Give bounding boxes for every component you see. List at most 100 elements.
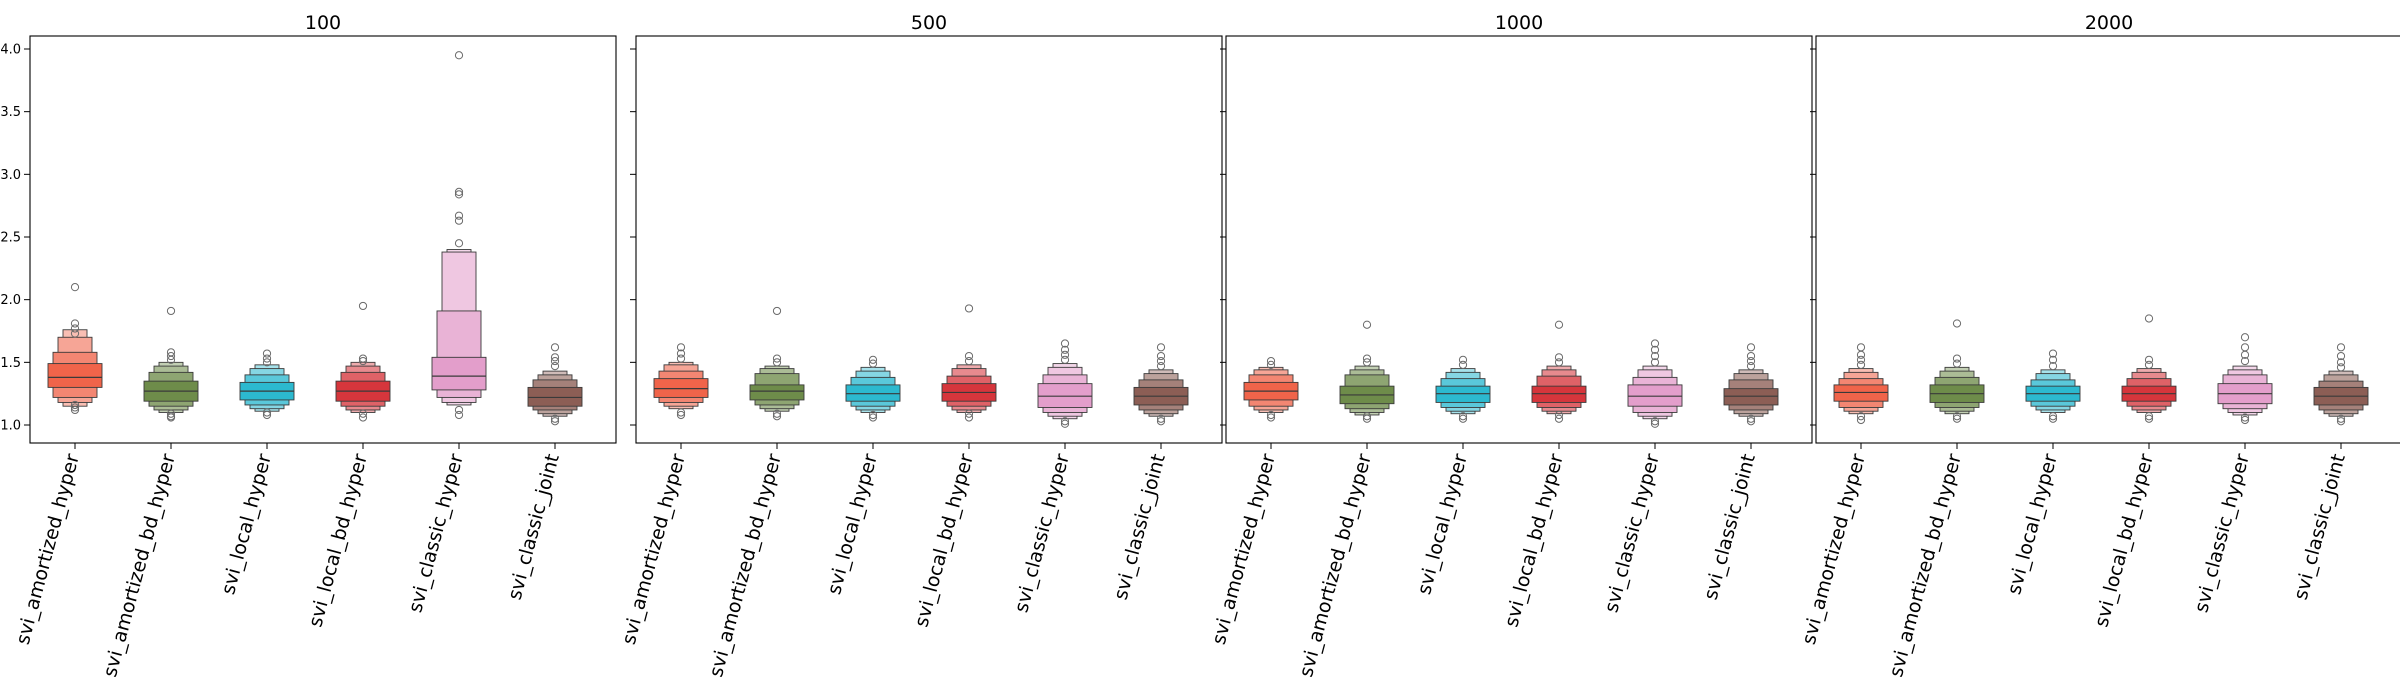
outlier-point <box>1952 354 1962 363</box>
outlier-point <box>772 412 782 421</box>
outlier-point <box>772 306 782 316</box>
outlier-point <box>454 410 464 420</box>
outlier-point <box>70 400 80 410</box>
boxen-level-1 <box>1627 384 1683 407</box>
outlier-point <box>1458 355 1468 364</box>
outlier-point <box>2336 343 2346 352</box>
outlier-point <box>1060 417 1070 426</box>
boxen-svi_amortized_hyper <box>653 343 709 420</box>
boxen-level-1 <box>845 384 901 402</box>
axes-frame <box>1225 35 1813 444</box>
outlier-point <box>1952 412 1962 421</box>
outlier-point <box>2336 417 2346 426</box>
boxen-svi_amortized_bd_hyper <box>143 306 199 422</box>
outlier-point <box>2240 413 2250 422</box>
outlier-point <box>70 403 80 412</box>
axes-frame <box>29 35 617 444</box>
outlier-point <box>166 409 176 418</box>
outlier-point <box>1856 412 1866 421</box>
outlier-point <box>358 413 368 422</box>
y-tick-label: 2.0 <box>0 293 21 308</box>
outlier-point <box>1650 417 1660 426</box>
outlier-point <box>70 319 80 328</box>
outlier-point <box>2144 412 2154 421</box>
boxen-svi_amortized_bd_hyper <box>749 306 805 421</box>
outlier-point <box>1554 358 1564 367</box>
outlier-point <box>1362 358 1372 367</box>
outlier-point <box>868 413 878 422</box>
outlier-point <box>166 348 176 357</box>
outlier-point <box>1952 414 1962 423</box>
boxen-level-1 <box>1531 385 1587 403</box>
outlier-point <box>772 354 782 363</box>
boxen-svi_amortized_bd_hyper <box>1339 320 1395 423</box>
outlier-point <box>1746 343 1756 352</box>
outlier-point <box>1650 339 1660 348</box>
y-tick-label: 3.5 <box>0 105 21 120</box>
boxen-svi_classic_joint <box>1133 343 1189 426</box>
outlier-point <box>1362 354 1372 363</box>
outlier-point <box>70 405 80 415</box>
outlier-point <box>1746 414 1756 423</box>
outlier-point <box>1060 419 1070 428</box>
outlier-point <box>1060 350 1070 359</box>
outlier-point <box>262 410 272 420</box>
outlier-point <box>2336 351 2346 361</box>
outlier-point <box>1362 414 1372 423</box>
outlier-point <box>2048 412 2058 421</box>
boxen-svi_classic_joint <box>2313 343 2369 426</box>
outlier-point <box>166 412 176 421</box>
outlier-point <box>1156 417 1166 426</box>
outlier-point <box>676 349 686 358</box>
outlier-point <box>1362 412 1372 421</box>
y-tick-label: 2.5 <box>0 231 21 246</box>
outlier-point <box>1060 345 1070 354</box>
outlier-point <box>1266 360 1276 369</box>
outlier-point <box>1746 361 1756 371</box>
boxen-level-1 <box>749 384 805 401</box>
boxen-svi_local_hyper <box>239 349 295 420</box>
outlier-point <box>550 353 560 362</box>
outlier-point <box>1458 412 1468 421</box>
outlier-point <box>2144 355 2154 364</box>
boxen-svi_amortized_hyper <box>47 283 103 415</box>
outlier-point <box>1554 410 1564 420</box>
outlier-point <box>1650 351 1660 361</box>
boxen-svi_classic_joint <box>527 343 583 426</box>
outlier-point <box>1156 414 1166 423</box>
outlier-point <box>868 410 878 420</box>
outlier-point <box>964 356 974 366</box>
outlier-point <box>1856 415 1866 425</box>
y-tick-label: 1.5 <box>0 356 21 371</box>
boxen-svi_classic_joint <box>1723 343 1779 426</box>
panel-title: 2000 <box>2085 12 2133 34</box>
boxen-svi_local_hyper <box>1435 355 1491 423</box>
outlier-point <box>358 354 368 363</box>
outlier-point <box>550 356 560 366</box>
outlier-point <box>964 409 974 418</box>
outlier-point <box>1060 355 1070 364</box>
outlier-point <box>1746 417 1756 426</box>
outlier-point <box>1156 361 1166 371</box>
outlier-point <box>868 355 878 364</box>
outlier-point <box>550 414 560 423</box>
outlier-point <box>964 413 974 422</box>
boxen-svi_local_hyper <box>845 355 901 422</box>
outlier-point <box>772 358 782 367</box>
outlier-point <box>1856 343 1866 352</box>
outlier-point <box>1650 358 1660 367</box>
boxen-svi_local_bd_hyper <box>1531 320 1587 423</box>
outlier-point <box>1746 351 1756 361</box>
boxen-svi_amortized_hyper <box>1243 356 1299 422</box>
boxen-level-1 <box>1037 383 1093 408</box>
outlier-point <box>454 211 464 220</box>
outlier-point <box>676 343 686 352</box>
outlier-point <box>262 354 272 363</box>
outlier-point <box>1458 414 1468 423</box>
outlier-point <box>1060 339 1070 348</box>
outlier-point <box>1156 351 1166 361</box>
outlier-point <box>70 283 80 292</box>
outlier-point <box>2336 363 2346 372</box>
outlier-point <box>454 190 464 199</box>
